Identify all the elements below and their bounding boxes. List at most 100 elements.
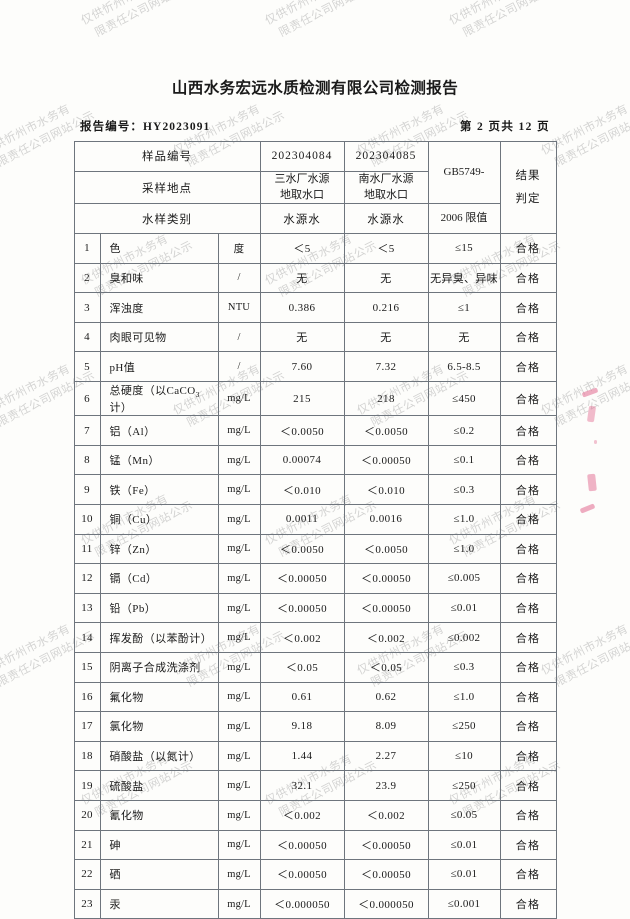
parameter-unit: mg/L xyxy=(217,504,261,535)
judgement-line2: 判定 xyxy=(515,192,541,205)
value-sample-2: 0.62 xyxy=(343,681,429,713)
standard-limit: ≤450 xyxy=(427,381,501,417)
header-sample-no-label: 样品编号 xyxy=(73,141,261,172)
site-1-line2: 地取水口 xyxy=(280,188,324,201)
standard-limit: ≤0.05 xyxy=(427,799,501,831)
value-sample-2: ＜0.010 xyxy=(343,474,429,505)
value-sample-2: ＜0.0050 xyxy=(343,415,429,446)
header-sample-type-2: 水源水 xyxy=(343,203,429,235)
parameter-unit: NTU xyxy=(217,292,261,323)
value-sample-2: 2.27 xyxy=(343,740,429,772)
parameter-name: 浑浊度 xyxy=(99,292,219,323)
header-row-sample-no: 样品编号 202304084 202304085 GB5749- 结果 判定 xyxy=(73,140,557,235)
parameter-unit: mg/L xyxy=(217,533,261,565)
report-meta-row: 报告编号：HY2023091 第 2 页共 12 页 xyxy=(80,98,550,141)
value-sample-1: 0.61 xyxy=(259,681,345,713)
judgement-result: 合格 xyxy=(499,563,557,594)
table-row: 16 氟化物 mg/L 0.61 0.62 ≤1.0 合格 xyxy=(73,681,557,713)
parameter-name: 铜（Cu） xyxy=(99,504,219,535)
table-row: 2 臭和味 / 无无无异臭、异味 合格 xyxy=(73,262,557,294)
value-sample-1: 无 xyxy=(259,321,345,353)
judgement-line1: 结果 xyxy=(515,169,541,182)
standard-limit: ≤1.0 xyxy=(427,533,501,565)
parameter-name: 镉（Cd） xyxy=(99,563,219,594)
table-row: 21 砷 mg/L ＜0.00050 ＜0.00050 ≤0.01 合格 xyxy=(73,829,557,861)
standard-limit: 无异臭、异味 xyxy=(427,262,501,294)
standard-limit: ≤1.0 xyxy=(427,504,501,535)
parameter-name: 肉眼可见物 xyxy=(99,321,219,353)
value-sample-2: ＜0.00050 xyxy=(343,563,429,594)
row-number: 13 xyxy=(73,592,101,624)
table-row: 5 pH值/7.60 7.32 6.5-8.5 合格 xyxy=(73,351,557,383)
header-sampling-site-1: 三水厂水源 地取水口 xyxy=(259,170,345,205)
table-row: 10 铜（Cu） mg/L 0.0011 0.0016 ≤1.0 合格 xyxy=(73,504,557,535)
value-sample-1: ＜0.00050 xyxy=(259,592,345,624)
value-sample-2: ＜0.002 xyxy=(343,799,429,831)
judgement-result: 合格 xyxy=(499,292,557,323)
site-2-line1: 南水厂水源 xyxy=(358,172,414,185)
table-row: 15 阴离子合成洗涤剂 mg/L ＜0.05 ＜0.05 ≤0.3 合格 xyxy=(73,651,557,683)
judgement-result: 合格 xyxy=(499,351,557,383)
parameter-unit: mg/L xyxy=(217,829,261,861)
site-2-line2: 地取水口 xyxy=(364,188,408,201)
value-sample-1: ＜0.0050 xyxy=(259,533,345,565)
value-sample-2: ＜0.05 xyxy=(343,651,429,683)
header-sample-no-1: 202304084 xyxy=(259,141,345,172)
table-row: 7 铝（Al） mg/L ＜0.0050 ＜0.0050 ≤0.2 合格 xyxy=(73,415,557,446)
standard-limit: ≤0.01 xyxy=(427,829,501,861)
judgement-result: 合格 xyxy=(499,740,557,772)
parameter-unit: mg/L xyxy=(217,415,261,446)
row-number: 22 xyxy=(73,859,101,890)
row-number: 21 xyxy=(73,829,101,861)
row-number: 2 xyxy=(73,262,101,294)
value-sample-2: ＜0.00050 xyxy=(343,859,429,890)
parameter-unit: mg/L xyxy=(217,681,261,713)
table-row: 18 硝酸盐（以氮计） mg/L 1.44 2.27 ≤10 合格 xyxy=(73,740,557,772)
value-sample-1: 32.1 xyxy=(259,770,345,801)
value-sample-1: 7.60 xyxy=(259,351,345,383)
standard-limit: ≤0.1 xyxy=(427,444,501,476)
header-standard-limit: GB5749- xyxy=(427,140,501,205)
row-number: 11 xyxy=(73,533,101,565)
row-number: 12 xyxy=(73,563,101,594)
value-sample-2: ＜0.0050 xyxy=(343,533,429,565)
parameter-unit: mg/L xyxy=(217,651,261,683)
parameter-name: 铅（Pb） xyxy=(99,592,219,624)
header-sample-type-label: 水样类别 xyxy=(73,203,261,235)
row-number: 7 xyxy=(73,415,101,446)
header-sample-no-2: 202304085 xyxy=(343,141,429,172)
row-number: 19 xyxy=(73,770,101,801)
parameter-unit: mg/L xyxy=(217,740,261,772)
table-row: 19 硫酸盐 mg/L 32.1 23.9 ≤250 合格 xyxy=(73,770,557,801)
table-body: 1 色度＜5 ＜5 ≤15 合格 2 臭和味 / 无无无异臭、异味 合格 3 浑浊度 NTU 0.386 0… xyxy=(73,233,557,919)
parameter-unit: mg/L xyxy=(217,592,261,624)
value-sample-1: ＜0.010 xyxy=(259,474,345,505)
parameter-unit: / xyxy=(217,262,261,294)
judgement-result: 合格 xyxy=(499,711,557,742)
standard-limit: ≤0.3 xyxy=(427,474,501,505)
table-row: 3 浑浊度 NTU 0.386 0.216 ≤1 合格 xyxy=(73,292,557,323)
value-sample-1: 0.386 xyxy=(259,292,345,323)
judgement-result: 合格 xyxy=(499,533,557,565)
judgement-result: 合格 xyxy=(499,415,557,446)
row-number: 17 xyxy=(73,711,101,742)
row-number: 5 xyxy=(73,351,101,383)
parameter-name: 砷 xyxy=(99,829,219,861)
judgement-result: 合格 xyxy=(499,262,557,294)
judgement-result: 合格 xyxy=(499,622,557,653)
row-number: 8 xyxy=(73,444,101,476)
standard-limit: ≤0.3 xyxy=(427,651,501,683)
parameter-unit: mg/L xyxy=(217,474,261,505)
judgement-result: 合格 xyxy=(499,592,557,624)
value-sample-1: ＜0.0050 xyxy=(259,415,345,446)
table-row: 13 铅（Pb） mg/L ＜0.00050 ＜0.00050 ≤0.01 合格 xyxy=(73,592,557,624)
row-number: 20 xyxy=(73,799,101,831)
value-sample-2: ＜0.00050 xyxy=(343,444,429,476)
judgement-result: 合格 xyxy=(499,859,557,890)
judgement-result: 合格 xyxy=(499,474,557,505)
value-sample-1: ＜0.00050 xyxy=(259,563,345,594)
table-row: 9 铁（Fe） mg/L ＜0.010 ＜0.010 ≤0.3 合格 xyxy=(73,474,557,505)
row-number: 18 xyxy=(73,740,101,772)
standard-limit: ≤0.005 xyxy=(427,563,501,594)
